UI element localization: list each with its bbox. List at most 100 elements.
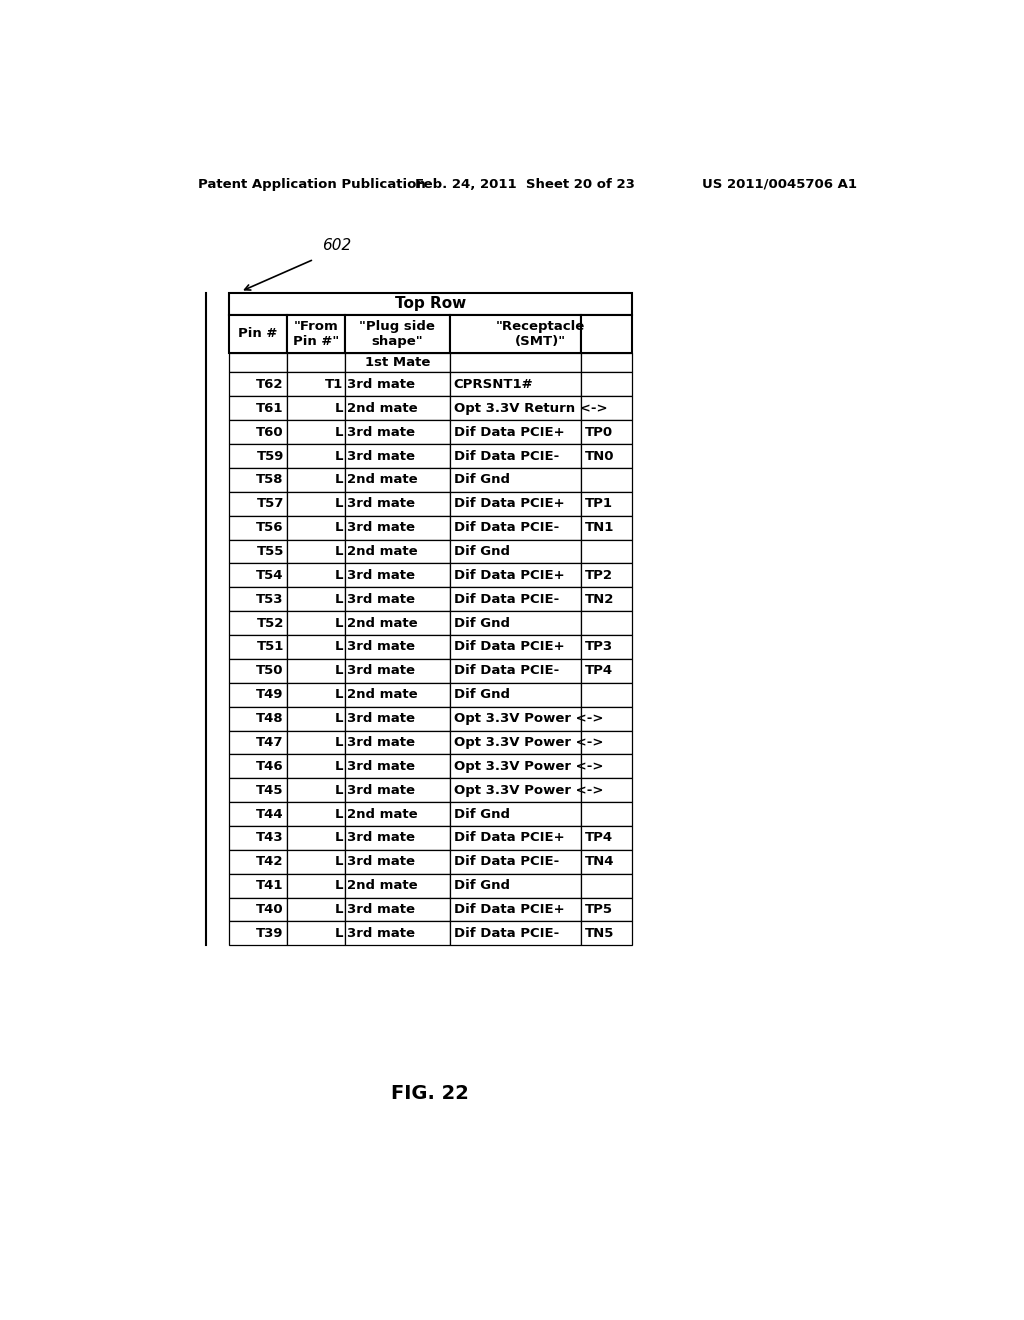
Bar — [450, 779, 582, 803]
Bar — [287, 587, 345, 611]
Text: T41: T41 — [256, 879, 284, 892]
Bar — [450, 730, 582, 755]
Bar — [228, 314, 287, 354]
Text: Dif Data PCIE+: Dif Data PCIE+ — [454, 569, 564, 582]
Bar — [582, 730, 632, 755]
Bar — [582, 396, 632, 420]
Text: T49: T49 — [256, 688, 284, 701]
Text: 3rd mate: 3rd mate — [347, 425, 416, 438]
Bar — [582, 540, 632, 564]
Text: TP1: TP1 — [585, 498, 612, 511]
Text: Dif Data PCIE+: Dif Data PCIE+ — [454, 425, 564, 438]
Text: 3rd mate: 3rd mate — [347, 784, 416, 797]
Bar — [287, 420, 345, 444]
Text: L: L — [335, 593, 343, 606]
Text: L: L — [335, 640, 343, 653]
Text: TN1: TN1 — [585, 521, 613, 535]
Text: L: L — [335, 711, 343, 725]
Text: L: L — [335, 832, 343, 845]
Text: TP5: TP5 — [585, 903, 612, 916]
Bar — [345, 874, 450, 898]
Text: 3rd mate: 3rd mate — [347, 832, 416, 845]
Text: Dif Data PCIE-: Dif Data PCIE- — [454, 450, 559, 462]
Bar — [228, 779, 287, 803]
Text: Dif Gnd: Dif Gnd — [454, 545, 510, 558]
Bar — [228, 682, 287, 706]
Text: T1: T1 — [326, 378, 343, 391]
Text: 3rd mate: 3rd mate — [347, 378, 416, 391]
Bar — [228, 564, 287, 587]
Bar — [287, 396, 345, 420]
Bar — [287, 898, 345, 921]
Bar — [582, 659, 632, 682]
Text: T40: T40 — [256, 903, 284, 916]
Bar — [582, 420, 632, 444]
Bar — [345, 706, 450, 730]
Bar — [345, 682, 450, 706]
Text: TN0: TN0 — [585, 450, 614, 462]
Text: TP2: TP2 — [585, 569, 612, 582]
Text: Dif Data PCIE-: Dif Data PCIE- — [454, 521, 559, 535]
Text: 2nd mate: 2nd mate — [347, 808, 418, 821]
Bar — [228, 354, 287, 372]
Bar — [450, 921, 582, 945]
Bar — [345, 898, 450, 921]
Text: "Plug side
shape": "Plug side shape" — [359, 319, 435, 348]
Bar — [582, 611, 632, 635]
Bar — [450, 396, 582, 420]
Text: "Receptacle
(SMT)": "Receptacle (SMT)" — [496, 319, 586, 348]
Text: 2nd mate: 2nd mate — [347, 616, 418, 630]
Text: Dif Gnd: Dif Gnd — [454, 879, 510, 892]
Text: L: L — [335, 737, 343, 748]
Text: 3rd mate: 3rd mate — [347, 927, 416, 940]
Bar — [228, 420, 287, 444]
Bar — [287, 826, 345, 850]
Bar — [345, 659, 450, 682]
Text: T44: T44 — [256, 808, 284, 821]
Text: L: L — [335, 401, 343, 414]
Bar — [345, 587, 450, 611]
Bar — [287, 682, 345, 706]
Bar — [582, 803, 632, 826]
Text: T62: T62 — [256, 378, 284, 391]
Text: 3rd mate: 3rd mate — [347, 737, 416, 748]
Bar — [228, 898, 287, 921]
Bar — [582, 469, 632, 492]
Text: CPRSNT1#: CPRSNT1# — [454, 378, 534, 391]
Bar — [450, 587, 582, 611]
Bar — [228, 755, 287, 779]
Bar — [287, 354, 345, 372]
Text: FIG. 22: FIG. 22 — [391, 1085, 469, 1104]
Bar — [287, 444, 345, 469]
Bar — [582, 826, 632, 850]
Bar — [450, 706, 582, 730]
Text: T57: T57 — [256, 498, 284, 511]
Text: T43: T43 — [256, 832, 284, 845]
Bar — [228, 635, 287, 659]
Text: TP4: TP4 — [585, 664, 612, 677]
Text: T42: T42 — [256, 855, 284, 869]
Text: Opt 3.3V Power <->: Opt 3.3V Power <-> — [454, 784, 603, 797]
Bar — [287, 492, 345, 516]
Text: 2nd mate: 2nd mate — [347, 401, 418, 414]
Text: Dif Data PCIE+: Dif Data PCIE+ — [454, 832, 564, 845]
Text: L: L — [335, 855, 343, 869]
Bar — [450, 874, 582, 898]
Text: L: L — [335, 545, 343, 558]
Text: L: L — [335, 927, 343, 940]
Bar — [287, 516, 345, 540]
Text: 3rd mate: 3rd mate — [347, 569, 416, 582]
Text: 3rd mate: 3rd mate — [347, 498, 416, 511]
Bar — [345, 396, 450, 420]
Text: Opt 3.3V Return <->: Opt 3.3V Return <-> — [454, 401, 607, 414]
Text: T58: T58 — [256, 474, 284, 486]
Bar — [345, 540, 450, 564]
Bar — [228, 611, 287, 635]
Text: 3rd mate: 3rd mate — [347, 760, 416, 772]
Bar — [228, 730, 287, 755]
Bar — [228, 706, 287, 730]
Text: T39: T39 — [256, 927, 284, 940]
Bar — [287, 611, 345, 635]
Bar — [287, 564, 345, 587]
Text: T50: T50 — [256, 664, 284, 677]
